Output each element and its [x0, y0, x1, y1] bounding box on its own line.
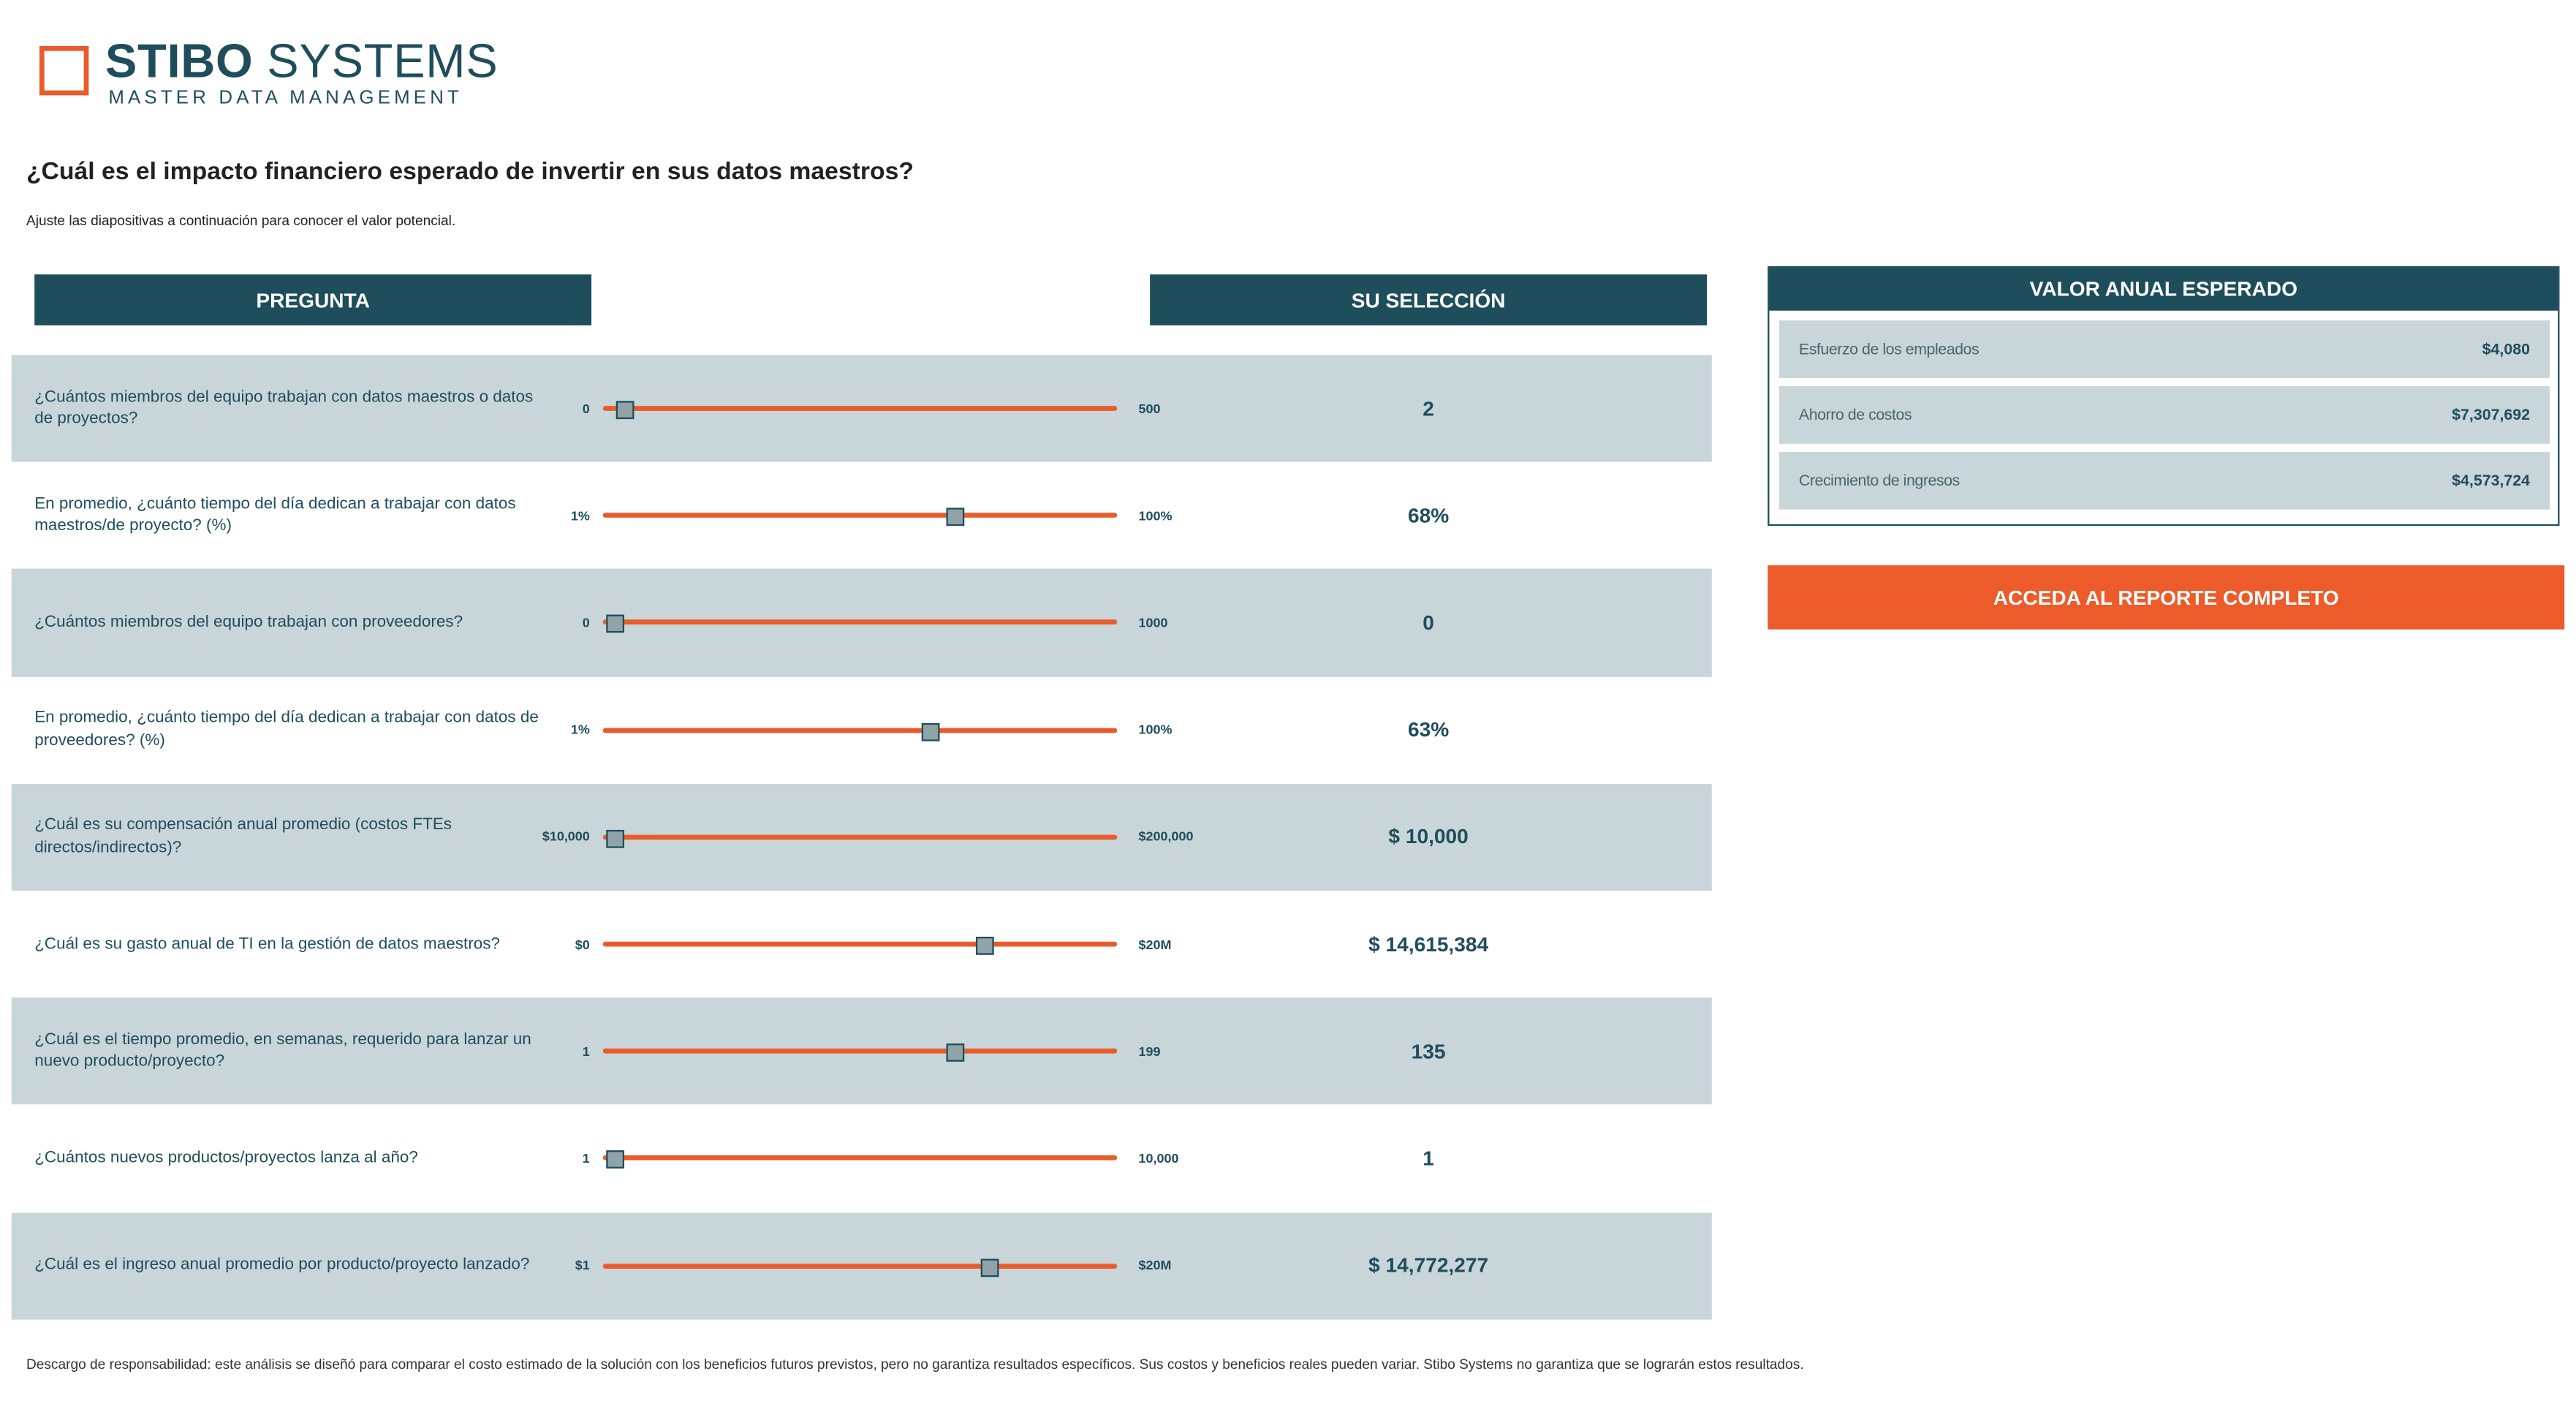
slider-min-label: 1%: [570, 508, 590, 524]
logo-tagline: MASTER DATA MANAGEMENT: [108, 88, 463, 109]
slider-track[interactable]: [602, 508, 1118, 526]
question-row: ¿Cuántos miembros del equipo trabajan co…: [11, 569, 1712, 676]
slider-min-label: $1: [575, 1258, 590, 1273]
slider-thumb[interactable]: [921, 722, 940, 741]
summary-item-cost-savings: Ahorro de costos $7,307,692: [1778, 386, 2550, 444]
question-row: ¿Cuál es el tiempo promedio, en semanas,…: [11, 997, 1712, 1105]
question-row: ¿Cuál es el ingreso anual promedio por p…: [11, 1212, 1712, 1319]
question-row: ¿Cuántos miembros del equipo trabajan co…: [11, 355, 1712, 462]
summary-item-value: $7,307,692: [2452, 406, 2530, 424]
selection-value: 0: [1423, 611, 1434, 635]
summary-item-label: Esfuerzo de los empleados: [1798, 340, 1980, 358]
question-text: ¿Cuál es su compensación anual promedio …: [34, 816, 452, 857]
summary-item-revenue-growth: Crecimiento de ingresos $4,573,724: [1778, 452, 2550, 510]
expected-annual-value-panel: VALOR ANUAL ESPERADO Esfuerzo de los emp…: [1768, 266, 2560, 526]
question-text: ¿Cuántos miembros del equipo trabajan co…: [34, 613, 463, 632]
disclaimer-text: Descargo de responsabilidad: este anális…: [26, 1356, 1804, 1373]
slider-max-label: 100%: [1138, 722, 1173, 738]
selection-value: 135: [1411, 1039, 1446, 1063]
slider-track[interactable]: [602, 722, 1118, 741]
stibo-logo: STIBO SYSTEMS MASTER DATA MANAGEMENT: [39, 36, 499, 109]
slider-max-label: 10,000: [1138, 1151, 1179, 1166]
panel-title: VALOR ANUAL ESPERADO: [1769, 268, 2558, 311]
slider-track[interactable]: [602, 829, 1118, 848]
slider-max-label: 1000: [1138, 615, 1168, 630]
logo-brand-bold: STIBO: [105, 36, 254, 89]
slider-max-label: 500: [1138, 401, 1161, 416]
question-text: ¿Cuál es su gasto anual de TI en la gest…: [34, 935, 500, 954]
slider-thumb[interactable]: [980, 1258, 999, 1277]
slider-min-label: 0: [582, 615, 590, 630]
slider-max-label: $20M: [1138, 1258, 1172, 1273]
slider-max-label: $20M: [1138, 937, 1172, 952]
summary-item-label: Crecimiento de ingresos: [1798, 472, 1960, 490]
page-subtitle: Ajuste las diapositivas a continuación p…: [26, 211, 456, 229]
selection-value: 1: [1423, 1147, 1434, 1170]
slider-thumb[interactable]: [976, 937, 994, 955]
slider-min-label: 1: [582, 1043, 590, 1059]
slider-thumb[interactable]: [605, 829, 624, 848]
slider-min-label: $10,000: [542, 829, 590, 845]
slider-thumb[interactable]: [605, 615, 624, 634]
slider-track[interactable]: [602, 1043, 1118, 1062]
slider-thumb[interactable]: [605, 1151, 624, 1169]
slider-max-label: 199: [1138, 1043, 1161, 1059]
question-text: En promedio, ¿cuánto tiempo del día dedi…: [34, 709, 539, 750]
question-row: En promedio, ¿cuánto tiempo del día dedi…: [12, 462, 1712, 570]
selection-value: 68%: [1407, 504, 1450, 527]
summary-item-employee-effort: Esfuerzo de los empleados $4,080: [1778, 320, 2550, 378]
selection-value: $ 14,615,384: [1368, 932, 1489, 956]
logo-brand-light: SYSTEMS: [267, 36, 499, 89]
question-text: ¿Cuántos nuevos productos/proyectos lanz…: [34, 1149, 418, 1168]
column-header-question: PREGUNTA: [34, 274, 592, 325]
summary-item-value: $4,573,724: [2452, 472, 2530, 490]
slider-thumb[interactable]: [615, 401, 634, 420]
logo-wordmark: STIBO SYSTEMS: [105, 36, 499, 88]
slider-min-label: 1: [582, 1151, 590, 1166]
slider-track[interactable]: [602, 1151, 1118, 1169]
slider-track[interactable]: [602, 1258, 1118, 1277]
question-text: ¿Cuál es el tiempo promedio, en semanas,…: [34, 1030, 531, 1071]
selection-value: $ 10,000: [1388, 825, 1469, 849]
question-text: ¿Cuántos miembros del equipo trabajan co…: [34, 388, 534, 429]
question-text: En promedio, ¿cuánto tiempo del día dedi…: [34, 495, 516, 536]
selection-value: 2: [1423, 396, 1434, 420]
slider-max-label: $200,000: [1138, 829, 1194, 845]
slider-max-label: 100%: [1138, 508, 1173, 524]
question-row: ¿Cuál es su gasto anual de TI en la gest…: [12, 891, 1712, 998]
summary-item-value: $4,080: [2482, 340, 2530, 358]
selection-value: $ 14,772,277: [1368, 1253, 1489, 1277]
slider-track[interactable]: [602, 401, 1118, 420]
summary-item-label: Ahorro de costos: [1798, 406, 1912, 424]
slider-min-label: $0: [575, 937, 590, 952]
logo-square-icon: [39, 45, 89, 96]
page-title: ¿Cuál es el impacto financiero esperado …: [26, 157, 914, 186]
question-row: ¿Cuántos nuevos productos/proyectos lanz…: [12, 1105, 1712, 1212]
slider-track[interactable]: [602, 615, 1118, 634]
slider-thumb[interactable]: [946, 1043, 965, 1062]
question-row: ¿Cuál es su compensación anual promedio …: [11, 783, 1712, 891]
slider-track[interactable]: [602, 937, 1118, 955]
slider-thumb[interactable]: [946, 508, 965, 526]
slider-min-label: 1%: [570, 722, 590, 738]
full-report-button[interactable]: ACCEDA AL REPORTE COMPLETO: [1768, 565, 2565, 630]
selection-value: 63%: [1407, 718, 1450, 741]
column-header-selection: SU SELECCIÓN: [1150, 274, 1708, 325]
slider-min-label: 0: [582, 401, 590, 416]
question-row: En promedio, ¿cuánto tiempo del día dedi…: [12, 676, 1712, 784]
question-text: ¿Cuál es el ingreso anual promedio por p…: [34, 1256, 530, 1275]
question-list: ¿Cuántos miembros del equipo trabajan co…: [11, 355, 1712, 1319]
